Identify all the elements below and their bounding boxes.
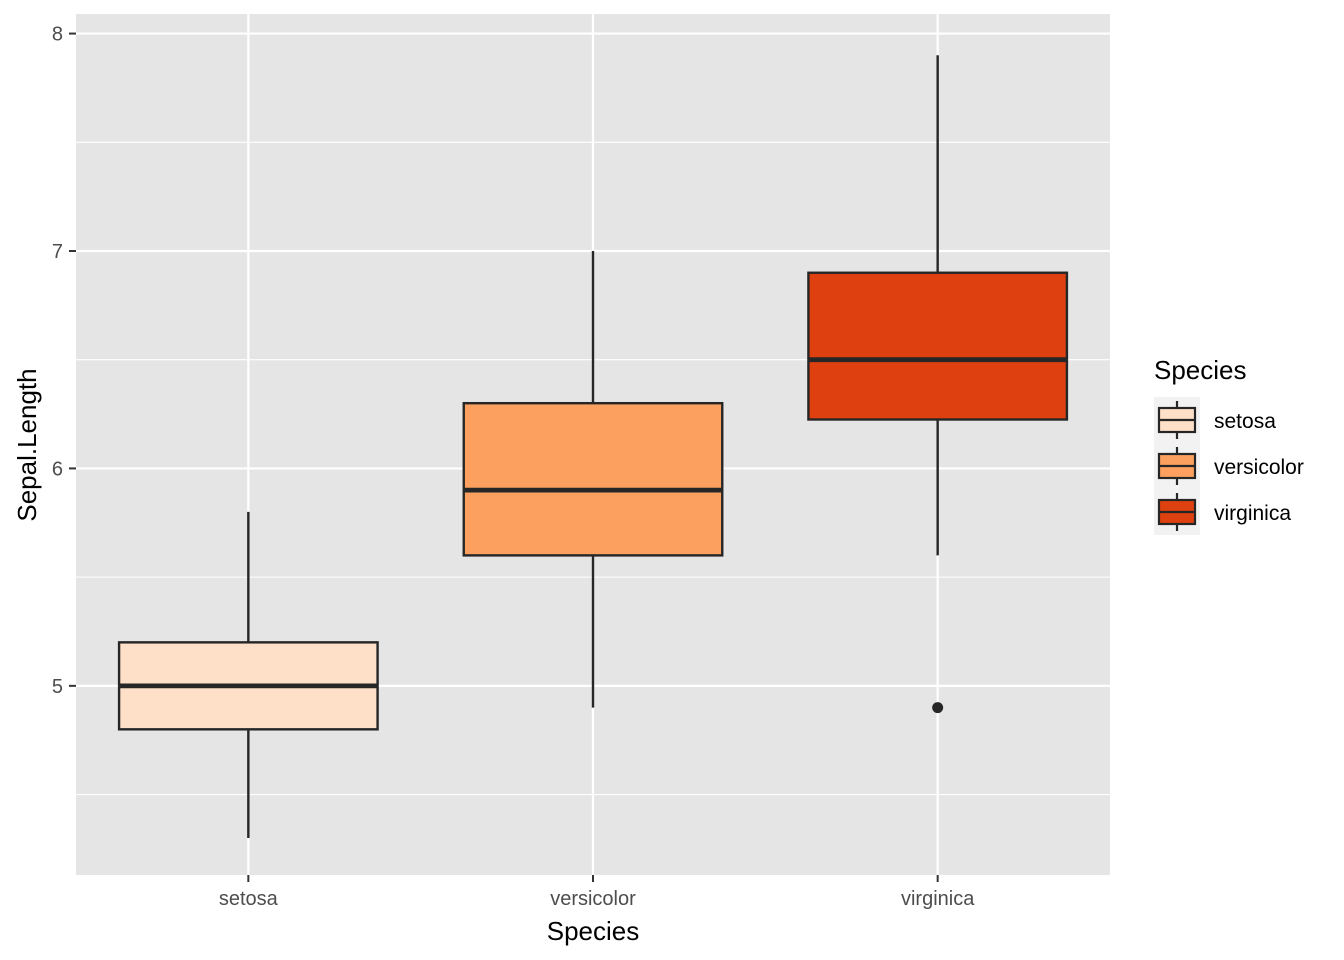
y-tick-label: 6	[52, 458, 63, 480]
outlier-point	[932, 702, 944, 714]
legend-item-virginica: virginica	[1154, 489, 1291, 535]
legend-label-virginica: virginica	[1214, 502, 1291, 525]
box-virginica	[807, 55, 1069, 714]
legend-item-setosa: setosa	[1154, 397, 1276, 443]
iqr-box	[462, 401, 724, 557]
box-setosa	[117, 511, 379, 839]
x-tick-label-versicolor: versicolor	[550, 888, 636, 910]
legend-label-setosa: setosa	[1214, 410, 1276, 433]
y-tick-label: 7	[52, 241, 63, 263]
x-tick-label-setosa: setosa	[219, 888, 279, 910]
x-axis: setosa versicolor virginica	[219, 875, 975, 910]
x-axis-title: Species	[547, 916, 640, 946]
iqr-box	[807, 271, 1069, 421]
legend-label-versicolor: versicolor	[1214, 456, 1304, 479]
legend: Species setosa versicolor virginica	[1154, 355, 1304, 535]
boxes-layer	[117, 55, 1069, 839]
y-tick-label: 8	[52, 24, 63, 46]
legend-item-versicolor: versicolor	[1154, 443, 1304, 489]
y-axis-title: Sepal.Length	[12, 368, 42, 521]
x-tick-label-virginica: virginica	[901, 888, 975, 910]
legend-title: Species	[1154, 355, 1247, 385]
y-tick-label: 5	[52, 676, 63, 698]
box-versicolor	[462, 250, 724, 708]
y-axis: 5 6 7 8	[52, 24, 76, 698]
